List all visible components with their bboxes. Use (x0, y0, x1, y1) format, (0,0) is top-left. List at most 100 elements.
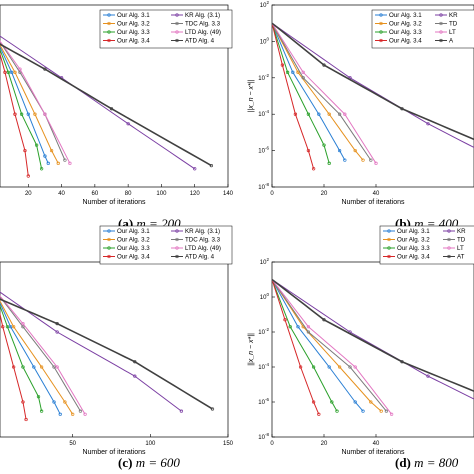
data-point (353, 400, 357, 404)
axes-frame (271, 261, 474, 438)
x-tick-label: 20 (321, 191, 328, 197)
legend-marker (447, 246, 451, 250)
legend-marker (439, 30, 443, 34)
legend-marker (387, 229, 391, 233)
data-point (52, 365, 56, 369)
data-point (55, 322, 59, 326)
data-point (33, 112, 37, 116)
data-point (39, 365, 44, 369)
data-point (68, 161, 72, 165)
data-point (317, 412, 321, 416)
legend-label: Our Alg. 3.1 (389, 12, 422, 19)
data-point (52, 400, 56, 404)
series-group (272, 278, 474, 416)
data-point (21, 322, 25, 326)
data-point (337, 365, 342, 369)
legend-box (379, 225, 474, 265)
legend-marker (107, 13, 111, 17)
legend-label: Our Alg. 3.3 (397, 245, 430, 252)
y-tick-label: 10-6 (258, 397, 269, 406)
data-point (353, 148, 357, 153)
legend-label: Our Alg. 3.4 (117, 38, 150, 45)
data-point (311, 167, 316, 171)
legend-label: LTD Alg. (49) (185, 245, 221, 252)
data-point (46, 161, 50, 165)
legend-marker (175, 246, 179, 250)
legend-marker (439, 13, 443, 17)
x-axis-label: Number of iterations (82, 449, 146, 456)
series-line-tdc-alg-3-3 (272, 279, 387, 412)
data-point (43, 154, 47, 158)
data-point (21, 365, 25, 369)
series-line-our-alg-3-3 (272, 279, 338, 412)
series-line-tdc-alg-3-3 (272, 22, 372, 161)
x-tick-label: 120 (190, 191, 201, 197)
data-point (306, 148, 311, 153)
x-tick-label: 40 (58, 191, 65, 197)
data-point (11, 365, 16, 369)
series-line-our-alg-3-3 (0, 48, 43, 169)
legend-marker (107, 246, 111, 250)
data-point (56, 161, 60, 165)
axes-frame (271, 4, 474, 188)
series-line-tdc-alg-3-3 (0, 40, 66, 161)
data-point (6, 70, 10, 74)
data-point (311, 400, 316, 404)
legend-marker (107, 237, 111, 242)
series-line-our-alg-3-2 (0, 43, 59, 164)
legend-label: ATD Alg. 4 (185, 38, 215, 45)
legend-marker (447, 229, 451, 233)
series-line-kr-alg-3-1 (272, 279, 474, 400)
data-point (49, 148, 54, 153)
data-point (43, 67, 47, 71)
series-line-our-alg-3-4 (0, 52, 29, 177)
data-point (209, 163, 214, 168)
series-group (0, 35, 214, 178)
legend-marker (379, 13, 383, 17)
legend-marker (447, 237, 451, 242)
legend-marker (175, 254, 179, 259)
y-tick-label: 10-4 (258, 109, 269, 118)
data-point (21, 325, 25, 329)
data-point (322, 318, 326, 322)
legend-label: Our Alg. 3.3 (117, 29, 150, 36)
data-point (369, 158, 373, 162)
x-axis-label: Number of iterations (341, 449, 405, 456)
series-line-atd-alg-4 (0, 298, 213, 410)
x-tick-label: 20 (321, 441, 328, 447)
data-point (109, 107, 114, 111)
data-point (210, 407, 215, 411)
x-tick-label: 0 (270, 191, 274, 197)
y-tick-label: 10-6 (258, 146, 269, 155)
data-point (9, 70, 14, 74)
series-line-kr-alg-3-1 (0, 291, 182, 412)
x-tick-label: 150 (223, 441, 234, 447)
legend-label: TD (457, 237, 466, 244)
data-point (19, 112, 24, 116)
legend-box (371, 9, 474, 49)
legend-label: TDC Alg. 3.3 (185, 21, 221, 28)
legend-label: Our Alg. 3.1 (117, 12, 150, 19)
series-line-our-alg-3-1 (272, 279, 364, 412)
data-point (322, 143, 326, 147)
data-point (11, 325, 16, 329)
data-point (343, 158, 347, 162)
data-point (337, 112, 342, 116)
data-point (348, 365, 352, 369)
legend-marker (379, 30, 383, 34)
x-tick-label: 60 (92, 191, 99, 197)
data-point (63, 158, 67, 162)
series-line-our-alg-3-2 (272, 22, 364, 161)
series-group (272, 22, 474, 171)
series-line-our-alg-3-4 (272, 279, 320, 415)
x-tick-label: 40 (373, 191, 380, 197)
legend-marker (107, 254, 111, 259)
data-point (337, 148, 342, 153)
x-tick-label: 20 (25, 191, 32, 197)
data-point (400, 360, 404, 364)
data-point (293, 112, 298, 116)
series-line-our-alg-3-1 (0, 301, 61, 415)
